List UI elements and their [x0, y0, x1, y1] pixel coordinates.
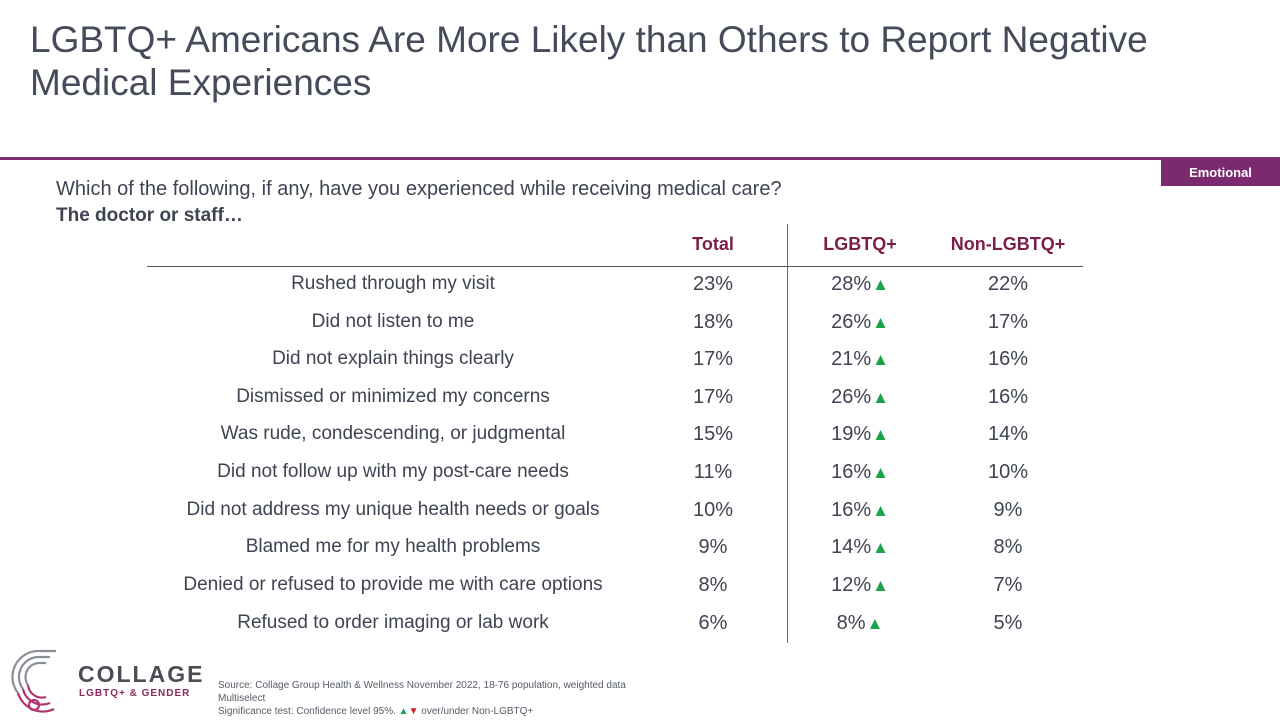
- table-row: Did not follow up with my post-care need…: [0, 461, 1280, 498]
- total-value: 17%: [692, 386, 734, 408]
- brand-name: COLLAGE: [78, 661, 205, 687]
- row-label: Blamed me for my health problems: [245, 536, 541, 557]
- lgbtq-value: 19%: [831, 423, 872, 445]
- total-value: 18%: [692, 311, 734, 333]
- category-tag: Emotional: [1161, 159, 1280, 186]
- lgbtq-value-cell: 28%▲: [831, 273, 889, 296]
- total-value: 15%: [692, 423, 734, 445]
- lgbtq-value-cell: 12%▲: [831, 574, 889, 597]
- significance-up-icon: ▲: [872, 538, 889, 557]
- table-row: Refused to order imaging or lab work 6% …: [0, 612, 1280, 649]
- significance-up-icon: ▲: [872, 313, 889, 332]
- row-label: Refused to order imaging or lab work: [237, 612, 549, 633]
- header-divider: [147, 266, 1083, 267]
- lgbtq-value: 28%: [831, 273, 872, 295]
- row-label: Did not listen to me: [311, 311, 475, 332]
- table-row: Did not explain things clearly 17% 21%▲ …: [0, 348, 1280, 385]
- collage-logo-icon: [11, 649, 56, 713]
- lgbtq-value-cell: 16%▲: [831, 499, 889, 522]
- significance-up-icon: ▲: [872, 275, 889, 294]
- significance-up-icon: ▲: [872, 576, 889, 595]
- table-row: Denied or refused to provide me with car…: [0, 574, 1280, 611]
- lgbtq-value-cell: 21%▲: [831, 348, 889, 371]
- significance-up-icon: ▲: [872, 350, 889, 369]
- significance-note: Significance test: Confidence level 95%.: [218, 706, 396, 717]
- footnote-source: Source: Collage Group Health & Wellness …: [218, 680, 626, 691]
- significance-legend-text: over/under Non-LGBTQ+: [421, 706, 534, 717]
- table-row: Was rude, condescending, or judgmental 1…: [0, 423, 1280, 460]
- title-divider: [0, 157, 1280, 160]
- total-value: 17%: [692, 348, 734, 370]
- significance-up-icon: ▲: [872, 501, 889, 520]
- lgbtq-value-cell: 16%▲: [831, 461, 889, 484]
- brand-subtitle: LGBTQ+ & GENDER: [79, 688, 191, 699]
- significance-up-icon: ▲: [866, 614, 884, 633]
- total-value: 23%: [692, 273, 734, 295]
- non-lgbtq-value: 8%: [993, 536, 1023, 558]
- total-value: 8%: [698, 574, 728, 596]
- row-label: Did not explain things clearly: [272, 348, 514, 369]
- lgbtq-value: 8%: [836, 612, 866, 634]
- lgbtq-value-cell: 8%▲: [837, 612, 884, 635]
- column-divider: [787, 224, 788, 643]
- non-lgbtq-value: 14%: [987, 423, 1029, 445]
- row-label: Did not address my unique health needs o…: [186, 499, 600, 520]
- lgbtq-value: 16%: [831, 499, 872, 521]
- total-value: 11%: [693, 461, 733, 483]
- legend-up-icon: ▲: [398, 706, 409, 717]
- lgbtq-value-cell: 14%▲: [831, 536, 889, 559]
- non-lgbtq-value: 7%: [993, 574, 1023, 596]
- non-lgbtq-value: 16%: [987, 348, 1029, 370]
- lgbtq-value-cell: 19%▲: [831, 423, 889, 446]
- column-header-lgbtq: LGBTQ+: [823, 234, 897, 254]
- lgbtq-value: 26%: [831, 386, 872, 408]
- non-lgbtq-value: 17%: [987, 311, 1029, 333]
- total-value: 10%: [692, 499, 734, 521]
- non-lgbtq-value: 16%: [987, 386, 1029, 408]
- non-lgbtq-value: 5%: [993, 612, 1023, 634]
- total-value: 6%: [698, 612, 728, 634]
- footnote-multiselect: Multiselect: [218, 693, 266, 704]
- non-lgbtq-value: 9%: [993, 499, 1023, 521]
- column-header-non-lgbtq: Non-LGBTQ+: [950, 234, 1066, 254]
- table-row: Dismissed or minimized my concerns 17% 2…: [0, 386, 1280, 423]
- row-label: Did not follow up with my post-care need…: [217, 461, 569, 482]
- row-label: Rushed through my visit: [291, 273, 495, 294]
- table-row: Did not listen to me 18% 26%▲ 17%: [0, 311, 1280, 348]
- row-label: Was rude, condescending, or judgmental: [220, 423, 566, 444]
- table-row: Rushed through my visit 23% 28%▲ 22%: [0, 273, 1280, 310]
- footnote-significance: Significance test: Confidence level 95%.…: [218, 706, 533, 717]
- legend-down-icon: ▼: [408, 706, 419, 717]
- row-label: Denied or refused to provide me with car…: [183, 574, 603, 595]
- question-text: Which of the following, if any, have you…: [56, 178, 782, 200]
- slide-title: LGBTQ+ Americans Are More Likely than Ot…: [30, 19, 1148, 103]
- subquestion-text: The doctor or staff…: [56, 205, 243, 226]
- lgbtq-value-cell: 26%▲: [831, 311, 889, 334]
- lgbtq-value: 16%: [831, 461, 872, 483]
- table-row: Did not address my unique health needs o…: [0, 499, 1280, 536]
- lgbtq-value: 21%: [831, 348, 872, 370]
- row-label: Dismissed or minimized my concerns: [236, 386, 550, 407]
- column-header-total: Total: [692, 234, 734, 254]
- lgbtq-value: 26%: [831, 311, 872, 333]
- significance-up-icon: ▲: [872, 425, 889, 444]
- total-value: 9%: [698, 536, 728, 558]
- lgbtq-value-cell: 26%▲: [831, 386, 889, 409]
- non-lgbtq-value: 10%: [987, 461, 1029, 483]
- lgbtq-value: 14%: [831, 536, 872, 558]
- lgbtq-value: 12%: [831, 574, 872, 596]
- non-lgbtq-value: 22%: [987, 273, 1029, 295]
- significance-up-icon: ▲: [872, 388, 889, 407]
- table-row: Blamed me for my health problems 9% 14%▲…: [0, 536, 1280, 573]
- significance-up-icon: ▲: [872, 463, 889, 482]
